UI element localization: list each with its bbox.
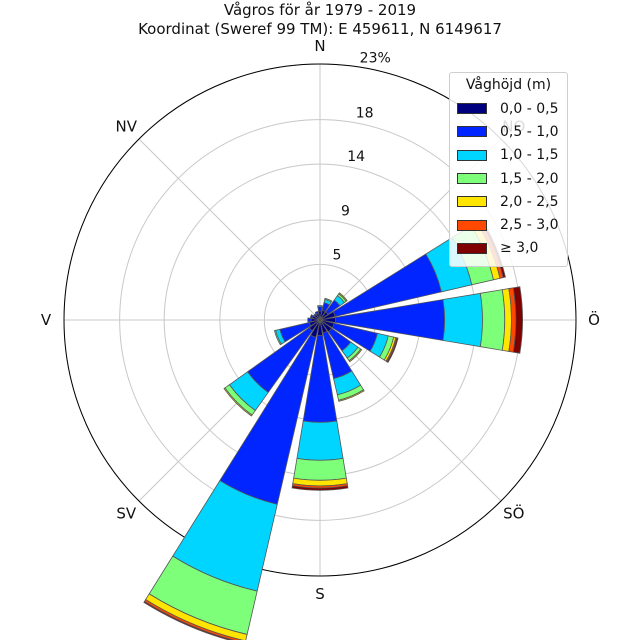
legend-swatch <box>457 173 487 185</box>
legend-swatch <box>457 242 487 254</box>
legend-label: ≥ 3,0 <box>500 240 539 257</box>
bar-segment-SSV-6 <box>143 600 235 640</box>
outer-circle <box>63 63 577 577</box>
rose-bars <box>143 218 523 640</box>
compass-label: NV <box>116 117 138 135</box>
bar-segment-Ö-3 <box>479 289 506 351</box>
legend: Våghöjd (m) 0,0 - 0,5 0,5 - 1,0 1,0 - 1,5 1… <box>449 72 568 268</box>
radial-tick-label: 5 <box>333 247 342 263</box>
chart-subtitle: Koordinat (Sweref 99 TM): E 459611, N 61… <box>138 20 502 38</box>
compass-label: SÖ <box>503 504 524 523</box>
legend-item: 0,5 - 1,0 <box>450 120 567 143</box>
spoke-line <box>138 138 321 321</box>
legend-item: 2,0 - 2,5 <box>450 190 567 213</box>
legend-label: 2,0 - 2,5 <box>500 193 559 210</box>
bar-segment-SSO-4 <box>338 389 365 402</box>
bar-segment-SV-4 <box>223 387 253 417</box>
legend-title: Våghöjd (m) <box>465 77 552 93</box>
legend-item: 0,0 - 0,5 <box>450 97 567 120</box>
compass-label: S <box>315 585 325 603</box>
legend-item: 2,5 - 3,0 <box>450 213 567 236</box>
bar-segment-VNV-1 <box>309 314 314 319</box>
legend-swatch <box>457 149 487 161</box>
bar-segment-NO-4 <box>338 292 348 302</box>
bar-segment-V-1 <box>307 317 312 323</box>
bar-segment-S-6 <box>291 485 349 491</box>
bar-segment-S-3 <box>293 457 347 481</box>
bar-segment-OSO-6 <box>386 337 399 363</box>
compass-label: V <box>41 311 52 329</box>
bar-segment-N-1 <box>317 306 323 312</box>
bar-segment-NV-1 <box>313 313 317 317</box>
legend-swatch <box>457 126 487 138</box>
bar-segment-SO-4 <box>348 348 363 363</box>
legend-swatch <box>457 219 487 231</box>
bar-segment-Ö-6 <box>512 286 523 354</box>
bar-segment-N-2 <box>317 305 323 308</box>
legend-label: 2,5 - 3,0 <box>500 217 559 234</box>
bar-segment-Ö-2 <box>442 292 483 348</box>
legend-label: 0,0 - 0,5 <box>500 100 559 117</box>
legend-item: 1,0 - 1,5 <box>450 144 567 167</box>
bar-segment-NNV-1 <box>314 310 319 315</box>
chart-title: Vågros för år 1979 - 2019 <box>223 1 417 19</box>
legend-swatch <box>457 196 487 208</box>
bar-segment-NNO-3 <box>324 297 333 303</box>
radial-tick-label: 14 <box>347 149 365 165</box>
radial-tick-label: 18 <box>356 105 374 121</box>
legend-label: 0,5 - 1,0 <box>500 123 559 140</box>
legend-label: 1,0 - 1,5 <box>500 147 559 164</box>
compass-label: SV <box>116 505 137 523</box>
radial-tick-label: 23% <box>360 51 391 67</box>
legend-label: 1,5 - 2,0 <box>500 170 559 187</box>
compass-label: N <box>314 37 325 55</box>
legend-swatch <box>457 103 487 115</box>
compass-label: Ö <box>588 310 600 329</box>
legend-item: ≥ 3,0 <box>450 237 567 260</box>
bar-segment-VSV-3 <box>273 329 282 346</box>
radial-tick-label: 9 <box>341 204 350 220</box>
bar-segment-S-2 <box>296 420 344 461</box>
legend-item: 1,5 - 2,0 <box>450 167 567 190</box>
